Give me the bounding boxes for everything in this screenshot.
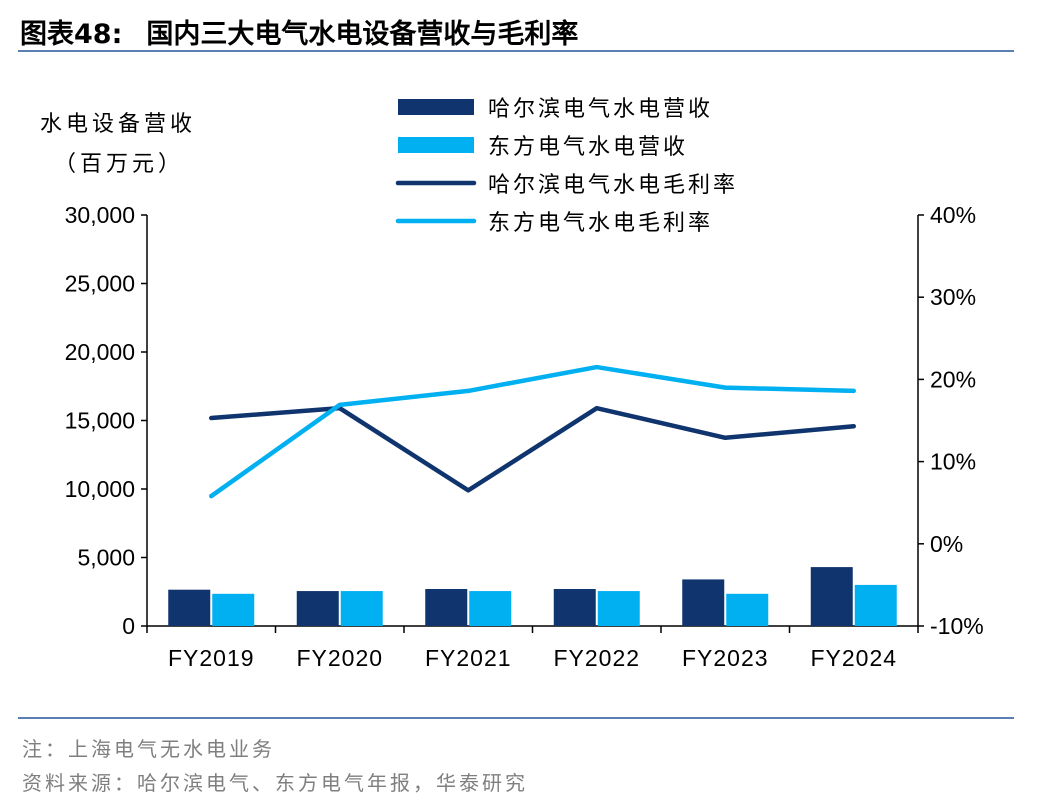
source-note: 资料来源：哈尔滨电气、东方电气年报，华泰研究 [22, 771, 528, 795]
footnote: 注：上海电气无水电业务 [22, 737, 275, 761]
figure-title: 图表48: 国内三大电气水电设备营收与毛利率 [20, 12, 578, 51]
left-axis-label-line2: （百万元） [54, 152, 185, 177]
bar-harbin-revenue [296, 591, 339, 626]
left-axis-tick-label: 0 [122, 613, 135, 639]
bar-harbin-revenue [810, 567, 853, 626]
line-dongfang-gross-margin [209, 364, 856, 499]
bar-dongfang-revenue [726, 593, 769, 626]
legend-label: 东方电气水电营收 [488, 135, 688, 160]
bar-harbin-revenue [425, 589, 468, 626]
bar-dongfang-revenue [854, 584, 897, 626]
line-harbin-gross-margin [209, 405, 856, 493]
bottom-rule [18, 717, 1014, 719]
x-axis-category-label: FY2022 [553, 645, 640, 671]
x-axis-category-label: FY2019 [168, 645, 255, 671]
figure-title-text: 国内三大电气水电设备营收与毛利率 [146, 19, 579, 50]
left-axis-tick-label: 30,000 [65, 202, 135, 228]
right-axis-tick-label: 30% [930, 284, 976, 310]
figure-number: 图表48: [20, 19, 123, 50]
x-axis-category-label: FY2021 [425, 645, 512, 671]
bar-harbin-revenue [682, 579, 725, 626]
x-axis-category-label: FY2020 [296, 645, 383, 671]
x-axis-category-label: FY2024 [810, 645, 897, 671]
right-axis-tick-label: 20% [930, 366, 976, 392]
legend-swatch-bar [398, 99, 474, 115]
left-axis-tick-label: 5,000 [77, 545, 135, 571]
left-axis-tick-label: 25,000 [65, 271, 135, 297]
bar-harbin-revenue [168, 589, 211, 626]
bar-dongfang-revenue [212, 593, 255, 626]
legend-label: 哈尔滨电气水电营收 [488, 97, 713, 122]
legend-label: 东方电气水电毛利率 [488, 211, 713, 236]
bar-dongfang-revenue [469, 591, 512, 626]
legend-swatch-bar [398, 137, 474, 153]
right-axis-tick-label: 10% [930, 449, 976, 475]
right-axis-tick-label: 40% [930, 202, 976, 228]
right-axis-tick-label: -10% [930, 613, 984, 639]
left-axis-tick-label: 20,000 [65, 339, 135, 365]
bar-dongfang-revenue [597, 591, 640, 626]
right-axis-tick-label: 0% [930, 531, 963, 557]
left-axis-tick-label: 15,000 [65, 408, 135, 434]
bar-harbin-revenue [553, 589, 596, 626]
left-axis-tick-label: 10,000 [65, 476, 135, 502]
bar-dongfang-revenue [340, 591, 383, 626]
top-rule [18, 50, 1014, 52]
chart-area: 0 5,000 10,000 15,000 20,000 25,000 30,000 -10%… [65, 97, 984, 671]
legend-label: 哈尔滨电气水电毛利率 [488, 173, 738, 198]
x-axis-category-label: FY2023 [682, 645, 769, 671]
left-axis-label-line1: 水电设备营收 [40, 112, 197, 137]
